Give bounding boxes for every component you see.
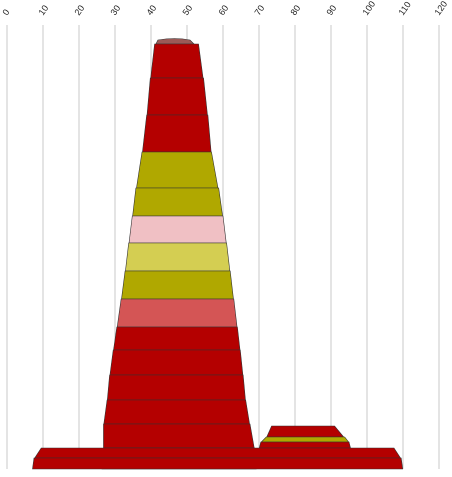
base-stack — [32, 447, 404, 470]
large-stack-band-8 — [121, 270, 234, 300]
large-stack-band-3 — [142, 114, 212, 153]
x-tick-label-0: 0 — [0, 7, 11, 17]
x-axis-tick-labels: 0 10 20 30 40 50 60 70 80 90 100 110 120 — [0, 0, 449, 17]
x-tick-label-100: 100 — [360, 0, 377, 17]
large-stack-band-11 — [109, 349, 244, 376]
small-stack — [258, 425, 351, 449]
x-tick-label-90: 90 — [324, 3, 338, 17]
x-tick-label-30: 30 — [108, 3, 122, 17]
large-stack-band-2 — [146, 77, 208, 116]
x-tick-label-80: 80 — [288, 3, 302, 17]
x-tick-label-10: 10 — [36, 3, 50, 17]
small-stack-band-1 — [260, 436, 350, 443]
x-tick-label-40: 40 — [144, 3, 158, 17]
large-stack-band-7 — [125, 242, 231, 272]
base-stack-band-0 — [34, 447, 402, 459]
large-stack-band-1 — [150, 43, 204, 79]
large-stack-band-10 — [113, 326, 241, 351]
small-stack-band-0 — [266, 425, 345, 438]
x-tick-label-120: 120 — [432, 0, 449, 17]
large-stack — [101, 38, 257, 470]
small-stack-band-2 — [258, 441, 351, 449]
base-stack-band-1 — [32, 457, 404, 470]
stacked-bands — [32, 38, 404, 470]
x-tick-label-70: 70 — [252, 3, 266, 17]
x-tick-label-50: 50 — [180, 3, 194, 17]
x-tick-label-20: 20 — [72, 3, 86, 17]
large-stack-band-13 — [103, 399, 250, 425]
large-stack-band-14 — [103, 423, 255, 449]
large-stack-band-0 — [155, 38, 195, 45]
large-stack-band-9 — [116, 298, 238, 328]
large-stack-band-4 — [136, 151, 219, 189]
x-tick-label-60: 60 — [216, 3, 230, 17]
large-stack-band-12 — [107, 374, 246, 401]
large-stack-band-6 — [128, 215, 227, 244]
large-stack-band-5 — [132, 187, 223, 217]
x-tick-label-110: 110 — [396, 0, 412, 17]
